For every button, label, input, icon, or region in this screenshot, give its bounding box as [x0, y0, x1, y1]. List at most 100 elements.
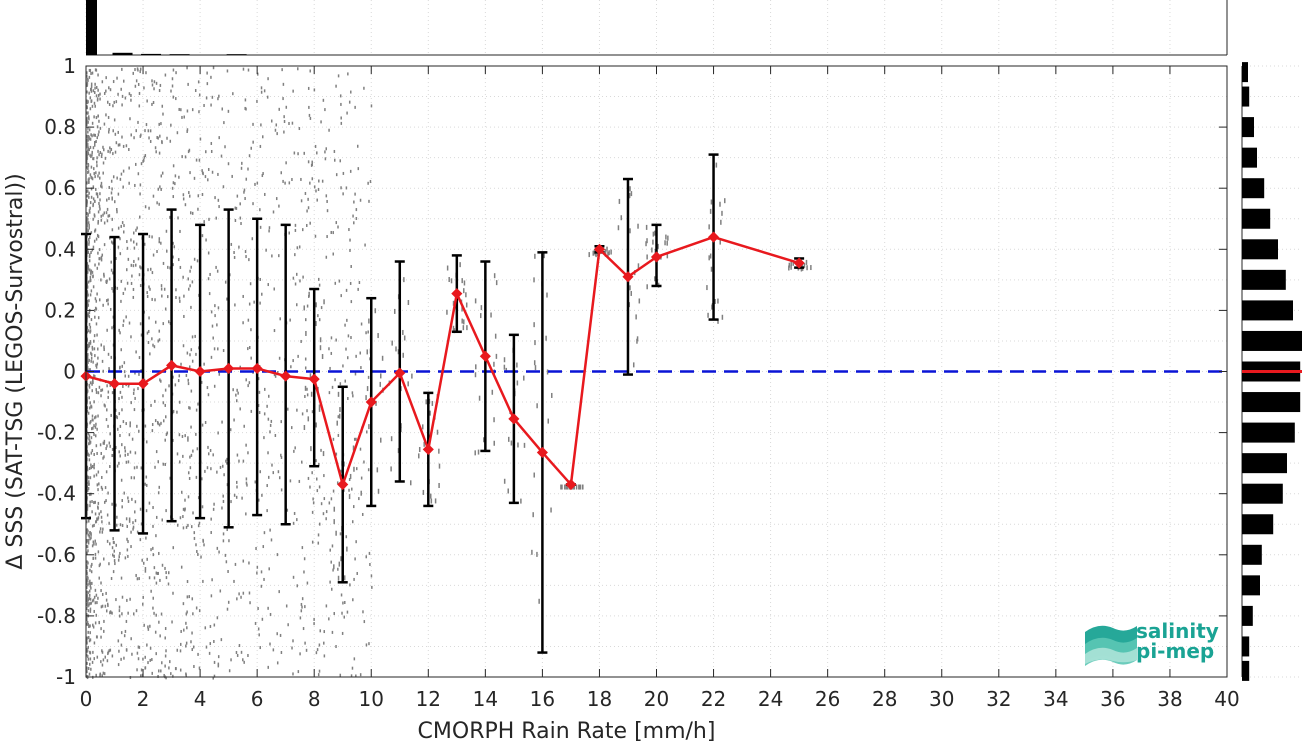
scatter-point [87, 194, 89, 198]
scatter-point [301, 228, 304, 232]
scatter-point [243, 190, 245, 194]
scatter-point [463, 288, 465, 294]
scatter-point [184, 498, 186, 502]
scatter-point [395, 346, 397, 352]
scatter-point [86, 603, 88, 607]
scatter-point [238, 245, 240, 249]
scatter-point [313, 88, 316, 92]
scatter-point [375, 400, 377, 406]
scatter-point [423, 441, 425, 447]
scatter-point [172, 255, 174, 259]
scatter-point [206, 82, 209, 86]
scatter-point [213, 674, 216, 678]
scatter-point [90, 165, 93, 169]
scatter-point [133, 466, 136, 470]
scatter-point [242, 294, 244, 298]
scatter-point [213, 502, 215, 506]
scatter-point [150, 589, 152, 593]
scatter-point [353, 577, 355, 581]
scatter-point [217, 306, 220, 310]
scatter-point [181, 115, 183, 119]
scatter-point [206, 466, 209, 470]
scatter-point [491, 389, 494, 395]
scatter-point [175, 97, 177, 101]
right-histogram-bar [1242, 544, 1262, 565]
scatter-point [156, 420, 159, 424]
scatter-point [93, 309, 96, 313]
scatter-point [148, 316, 150, 320]
scatter-point [296, 246, 299, 250]
scatter-point [122, 169, 125, 173]
scatter-point [140, 522, 143, 526]
scatter-point [109, 444, 111, 448]
scatter-point [175, 71, 177, 75]
scatter-point [407, 381, 409, 387]
scatter-point [93, 334, 96, 338]
scatter-point [278, 107, 280, 111]
scatter-point [113, 554, 115, 558]
scatter-point [136, 577, 139, 581]
scatter-point [95, 140, 97, 144]
scatter-point [147, 627, 150, 631]
scatter-point [201, 234, 204, 238]
scatter-point [119, 551, 121, 555]
scatter-point [155, 150, 157, 154]
scatter-point [550, 507, 552, 513]
scatter-point [719, 239, 721, 245]
scatter-point [210, 310, 213, 314]
scatter-point [132, 391, 135, 395]
scatter-point [350, 90, 352, 94]
scatter-point [285, 604, 288, 608]
scatter-point [139, 507, 142, 511]
x-tick-label: 8 [308, 687, 321, 711]
scatter-point [156, 250, 158, 254]
scatter-point [90, 175, 92, 179]
scatter-point [110, 148, 113, 152]
scatter-point [259, 225, 262, 229]
scatter-point [153, 611, 155, 615]
scatter-point [130, 530, 132, 534]
scatter-point [129, 421, 131, 425]
scatter-point [293, 449, 295, 453]
scatter-point [242, 591, 245, 595]
scatter-point [592, 250, 594, 256]
scatter-point [211, 95, 214, 99]
scatter-point [209, 624, 212, 628]
scatter-point [282, 179, 284, 183]
scatter-point [146, 99, 148, 103]
scatter-point [97, 391, 100, 395]
scatter-point [123, 224, 125, 228]
scatter-point [89, 96, 92, 100]
scatter-point [342, 364, 344, 368]
scatter-point [210, 531, 212, 535]
scatter-point [105, 280, 107, 284]
scatter-point [134, 371, 136, 375]
scatter-point [318, 404, 321, 410]
scatter-point [332, 252, 335, 256]
scatter-point [101, 604, 104, 608]
scatter-point [286, 508, 289, 512]
scatter-point [101, 80, 104, 84]
scatter-point [86, 661, 88, 665]
scatter-point [328, 347, 330, 351]
scatter-point [339, 469, 342, 473]
scatter-point [111, 546, 114, 550]
scatter-point [110, 260, 112, 264]
scatter-point [197, 652, 199, 656]
scatter-point [93, 433, 95, 437]
scatter-point [144, 655, 146, 659]
scatter-point [130, 545, 132, 549]
scatter-point [149, 139, 152, 143]
scatter-point [363, 620, 366, 624]
scatter-point [356, 571, 358, 575]
scatter-point [87, 170, 89, 174]
scatter-point [124, 446, 126, 450]
scatter-point [316, 648, 319, 652]
scatter-point [198, 609, 201, 613]
scatter-point [204, 420, 207, 424]
scatter-point [89, 145, 92, 149]
top-histogram-bar [169, 54, 190, 55]
scatter-point [380, 373, 382, 379]
scatter-point [164, 307, 167, 311]
scatter-point [139, 284, 142, 288]
